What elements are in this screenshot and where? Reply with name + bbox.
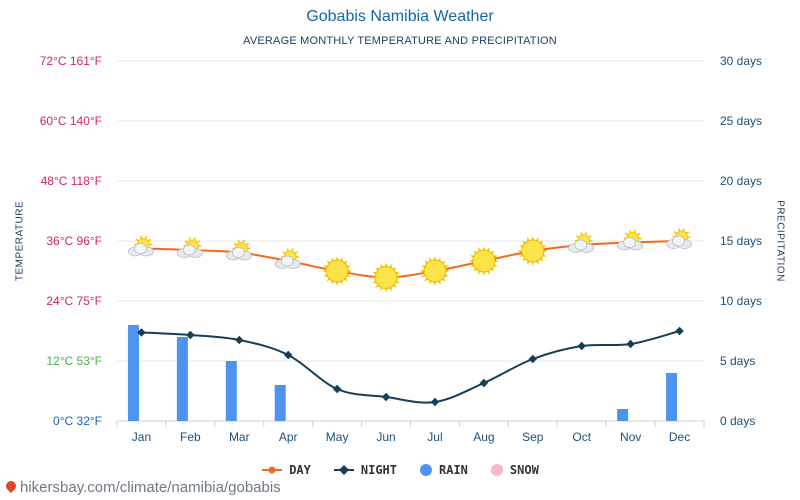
source-link[interactable]: hikersbay.com/climate/namibia/gobabis: [3, 478, 281, 496]
sunny-icon: [322, 256, 353, 286]
night-point: [675, 326, 684, 336]
legend-rain-label: RAIN: [439, 463, 468, 477]
y-tick-label-temperature: 0°C 32°F: [53, 414, 102, 428]
night-point: [186, 330, 195, 340]
legend-snow[interactable]: SNOW: [490, 463, 539, 477]
legend-day-label: DAY: [289, 463, 311, 477]
x-tick-label: Jan: [131, 430, 152, 444]
y-tick-label-temperature: 48°C 118°F: [40, 174, 102, 188]
night-point: [479, 378, 489, 388]
sunny-icon: [468, 246, 499, 276]
partly-cloudy-icon: [128, 235, 154, 257]
location-pin-icon: [3, 478, 19, 494]
legend-snow-marker: [490, 464, 503, 476]
x-tick-label: Feb: [180, 430, 201, 444]
night-point: [577, 341, 586, 351]
partly-cloudy-icon: [666, 228, 692, 249]
x-tick-label: Jul: [427, 430, 443, 444]
legend-night-label: NIGHT: [360, 463, 397, 477]
source-link-text: hikersbay.com/climate/namibia/gobabis: [20, 479, 281, 496]
night-point: [137, 328, 146, 337]
x-tick-label: Sep: [522, 430, 544, 444]
y-tick-label-precipitation: 15 days: [720, 234, 763, 248]
x-tick-label: Apr: [278, 430, 298, 444]
x-tick-label: Oct: [572, 430, 592, 444]
night-point: [430, 397, 440, 407]
x-tick-label: Aug: [473, 430, 495, 444]
x-tick-label: Mar: [228, 430, 250, 444]
partly-cloudy-icon: [568, 232, 595, 253]
x-tick-label: Dec: [668, 430, 691, 444]
legend-rain-marker: [420, 464, 432, 476]
x-tick-label: Nov: [619, 430, 642, 444]
y-tick-label-temperature: 12°C 53°F: [46, 354, 102, 368]
legend-rain[interactable]: RAIN: [419, 463, 468, 477]
y-tick-label-precipitation: 25 days: [720, 114, 763, 128]
night-point: [626, 339, 635, 349]
y-tick-label-temperature: 60°C 140°F: [39, 114, 102, 128]
night-point: [381, 392, 391, 402]
chart-title: Gobabis Namibia Weather: [306, 8, 494, 25]
partly-cloudy-icon: [274, 248, 301, 269]
rain-bar: [274, 385, 286, 421]
sunny-icon: [517, 236, 548, 266]
partly-cloudy-icon: [176, 237, 203, 258]
night-point: [332, 384, 342, 394]
chart-subtitle: AVERAGE MONTHLY TEMPERATURE AND PRECIPIT…: [243, 35, 557, 47]
legend-night[interactable]: NIGHT: [333, 463, 397, 477]
sunny-icon: [371, 262, 402, 293]
rain-bar: [127, 325, 139, 421]
y-tick-label-temperature: 72°C 161°F: [39, 54, 102, 68]
y-tick-label-temperature: 24°C 75°F: [46, 294, 102, 308]
partly-cloudy-icon: [225, 239, 252, 261]
y-tick-label-temperature: 36°C 96°F: [46, 234, 102, 248]
y-tick-label-precipitation: 10 days: [720, 294, 763, 308]
x-tick-label: Jun: [376, 430, 396, 444]
sunny-icon: [419, 256, 450, 286]
day-line: [141, 240, 680, 279]
rain-bar: [225, 361, 237, 421]
partly-cloudy-icon: [617, 229, 644, 251]
rain-bar: [666, 373, 678, 421]
y-tick-label-precipitation: 30 days: [720, 54, 763, 68]
rain-bar: [617, 409, 629, 421]
night-point: [528, 354, 538, 364]
legend-day-marker: [262, 466, 283, 474]
y-tick-label-precipitation: 0 days: [720, 414, 756, 428]
rain-bar: [176, 337, 188, 421]
chart-legend: DAY NIGHT RAIN SNOW: [0, 463, 800, 477]
legend-day[interactable]: DAY: [261, 463, 311, 477]
legend-snow-label: SNOW: [509, 463, 539, 477]
y-tick-label-precipitation: 5 days: [720, 354, 756, 368]
y-tick-label-precipitation: 20 days: [720, 174, 763, 188]
legend-night-marker: [333, 465, 354, 475]
night-line: [141, 330, 680, 404]
x-tick-label: May: [325, 430, 349, 444]
night-point: [283, 350, 293, 360]
night-point: [235, 335, 244, 345]
